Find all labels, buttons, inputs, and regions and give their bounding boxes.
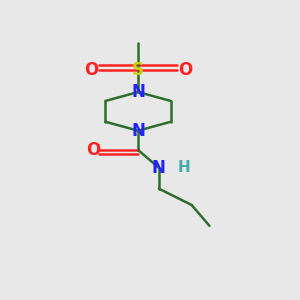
Text: N: N — [131, 122, 145, 140]
Text: H: H — [178, 160, 190, 175]
Text: O: O — [84, 61, 98, 79]
Text: O: O — [178, 61, 192, 79]
Text: S: S — [132, 61, 144, 79]
Text: O: O — [86, 141, 100, 159]
Text: N: N — [152, 159, 166, 177]
Text: N: N — [131, 83, 145, 101]
